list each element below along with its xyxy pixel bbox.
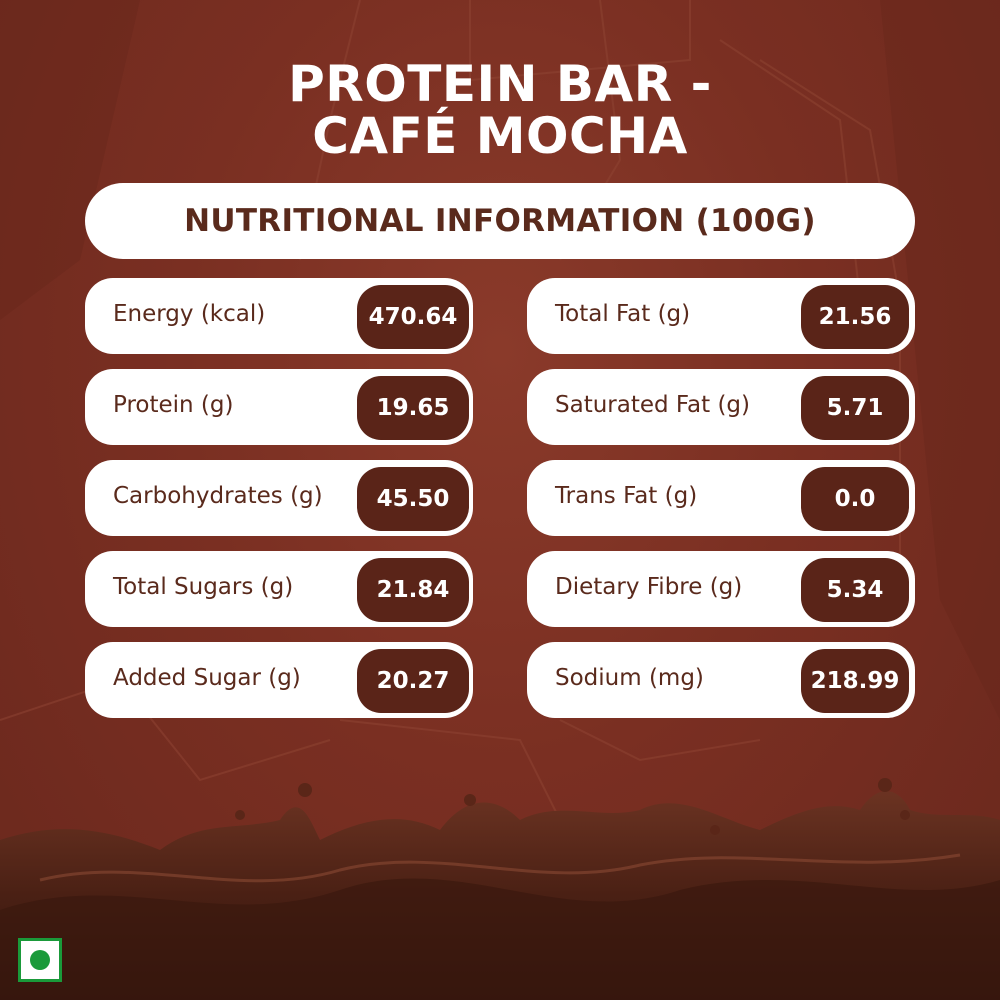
nutrient-row-energy: Energy (kcal) 470.64: [85, 278, 473, 354]
nutrient-value: 218.99: [801, 649, 909, 713]
nutrient-value: 5.71: [801, 376, 909, 440]
title-line-2: CAFÉ MOCHA: [312, 107, 688, 165]
nutrition-header: NUTRITIONAL INFORMATION (100G): [85, 183, 915, 259]
nutrient-value: 19.65: [357, 376, 469, 440]
nutrient-value: 21.56: [801, 285, 909, 349]
nutrient-value: 20.27: [357, 649, 469, 713]
nutrient-row-trans-fat: Trans Fat (g) 0.0: [527, 460, 915, 536]
nutrition-header-text: NUTRITIONAL INFORMATION (100G): [184, 203, 816, 239]
veg-dot-icon: [30, 950, 50, 970]
nutrient-label: Protein (g): [113, 392, 234, 418]
nutrient-value: 470.64: [357, 285, 469, 349]
nutrient-label: Sodium (mg): [555, 665, 704, 691]
nutrient-row-sodium: Sodium (mg) 218.99: [527, 642, 915, 718]
nutrient-label: Energy (kcal): [113, 301, 266, 327]
page-title: PROTEIN BAR - CAFÉ MOCHA: [0, 58, 1000, 162]
nutrient-label: Trans Fat (g): [555, 483, 698, 509]
chocolate-splash: [0, 778, 1000, 1000]
nutrient-row-protein: Protein (g) 19.65: [85, 369, 473, 445]
nutrient-label: Dietary Fibre (g): [555, 574, 743, 600]
vegetarian-mark-icon: [18, 938, 62, 982]
nutrient-row-total-fat: Total Fat (g) 21.56: [527, 278, 915, 354]
nutrient-label: Saturated Fat (g): [555, 392, 751, 418]
nutrient-row-total-sugars: Total Sugars (g) 21.84: [85, 551, 473, 627]
nutrient-row-carbohydrates: Carbohydrates (g) 45.50: [85, 460, 473, 536]
nutrient-label: Carbohydrates (g): [113, 483, 323, 509]
nutrient-label: Total Sugars (g): [113, 574, 294, 600]
nutrient-row-added-sugar: Added Sugar (g) 20.27: [85, 642, 473, 718]
nutrient-label: Total Fat (g): [555, 301, 691, 327]
nutrient-value: 5.34: [801, 558, 909, 622]
nutrient-value: 21.84: [357, 558, 469, 622]
nutrient-row-dietary-fibre: Dietary Fibre (g) 5.34: [527, 551, 915, 627]
nutrient-value: 0.0: [801, 467, 909, 531]
nutrient-value: 45.50: [357, 467, 469, 531]
nutrient-label: Added Sugar (g): [113, 665, 301, 691]
title-line-1: PROTEIN BAR -: [288, 55, 712, 113]
nutrient-row-saturated-fat: Saturated Fat (g) 5.71: [527, 369, 915, 445]
